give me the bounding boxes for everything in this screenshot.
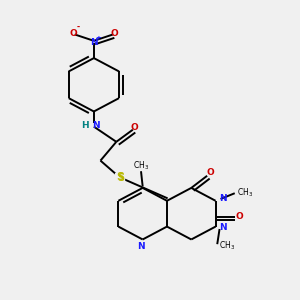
Text: O: O xyxy=(70,29,77,38)
Text: O: O xyxy=(207,168,214,177)
Text: CH$_3$: CH$_3$ xyxy=(237,186,253,199)
Text: S: S xyxy=(118,173,125,183)
Text: O: O xyxy=(131,123,139,132)
Text: CH$_3$: CH$_3$ xyxy=(219,240,235,252)
Text: N: N xyxy=(219,194,227,203)
Text: N: N xyxy=(137,242,145,250)
Text: +: + xyxy=(95,35,101,41)
Text: N: N xyxy=(90,38,98,46)
Text: CH$_3$: CH$_3$ xyxy=(133,160,149,172)
Text: N: N xyxy=(92,121,99,130)
Text: H: H xyxy=(81,121,88,130)
Text: S: S xyxy=(116,172,123,182)
Text: N: N xyxy=(219,223,227,232)
Text: O: O xyxy=(236,212,243,221)
Bar xyxy=(115,173,124,181)
Text: -: - xyxy=(77,23,80,32)
Text: O: O xyxy=(110,29,118,38)
